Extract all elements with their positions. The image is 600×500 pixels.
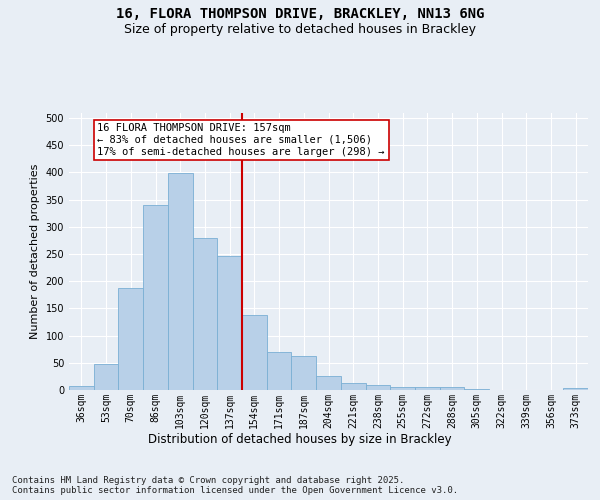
Bar [464,389,489,390]
Bar [193,238,217,390]
Bar [118,288,143,390]
Bar [341,384,365,390]
Bar [242,316,267,390]
Text: Size of property relative to detached houses in Brackley: Size of property relative to detached ho… [124,22,476,36]
Bar [316,376,341,390]
Bar [292,356,316,390]
Bar [168,174,193,390]
Bar [415,388,440,390]
Text: Distribution of detached houses by size in Brackley: Distribution of detached houses by size … [148,432,452,446]
Bar [69,386,94,390]
Text: 16, FLORA THOMPSON DRIVE, BRACKLEY, NN13 6NG: 16, FLORA THOMPSON DRIVE, BRACKLEY, NN13… [116,8,484,22]
Bar [390,386,415,390]
Text: 16 FLORA THOMPSON DRIVE: 157sqm
← 83% of detached houses are smaller (1,506)
17%: 16 FLORA THOMPSON DRIVE: 157sqm ← 83% of… [97,124,385,156]
Bar [217,256,242,390]
Bar [365,385,390,390]
Bar [267,352,292,390]
Bar [440,388,464,390]
Bar [143,205,168,390]
Bar [94,364,118,390]
Bar [563,388,588,390]
Y-axis label: Number of detached properties: Number of detached properties [30,164,40,339]
Text: Contains HM Land Registry data © Crown copyright and database right 2025.
Contai: Contains HM Land Registry data © Crown c… [12,476,458,495]
